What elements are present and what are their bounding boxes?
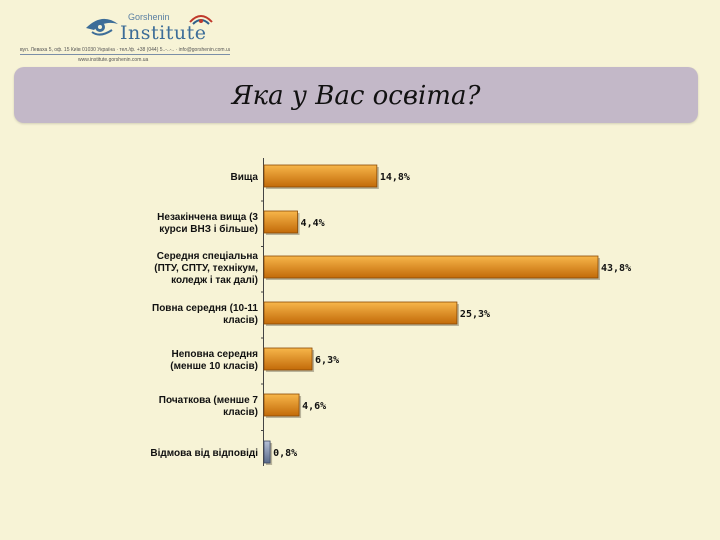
- logo-name: Gorshenin: [128, 12, 170, 22]
- value-label-4: 25,3%: [460, 309, 490, 320]
- value-label-6: 4,6%: [302, 401, 326, 412]
- category-label-1: Вища: [231, 172, 259, 183]
- bar-7: [263, 440, 271, 464]
- value-label-7: 0,8%: [273, 448, 297, 459]
- value-label-1: 14,8%: [380, 172, 410, 183]
- bar-6: [263, 393, 300, 417]
- bar-2: [263, 210, 298, 234]
- title-banner: Яка у Вас освіта?: [14, 67, 698, 123]
- bar-5: [263, 347, 313, 371]
- value-label-5: 6,3%: [315, 355, 339, 366]
- bar-4: [263, 301, 458, 325]
- eye-icon: [86, 18, 118, 36]
- category-label-7: Відмова від відповіді: [150, 448, 258, 459]
- category-label-6: Початкова (менше 7 класів): [159, 395, 259, 418]
- website-link[interactable]: www.institute.gorshenin.com.ua: [78, 57, 149, 63]
- partner-logo-icon: [189, 15, 213, 25]
- category-label-2: Незакінчена вища (3 курси ВНЗ і більше): [157, 212, 258, 235]
- bar-3: [263, 255, 599, 279]
- value-label-2: 4,4%: [301, 218, 325, 229]
- logo-divider: [20, 54, 230, 55]
- category-label-5: Неповна середня (менше 10 класів): [170, 349, 258, 372]
- gorshenin-logo: Gorshenin Institute вул. Леваха 5, оф. 1…: [20, 8, 230, 68]
- page-title: Яка у Вас освіта?: [231, 81, 481, 111]
- category-label-4: Повна середня (10-11 класів): [152, 303, 258, 326]
- address-line: вул. Леваха 5, оф. 15 Київ 01030 Україна…: [20, 47, 230, 53]
- logo-institute: Institute: [120, 22, 207, 44]
- category-label-3: Середня спеціальна (ПТУ, СПТУ, технікум, к…: [154, 251, 258, 286]
- value-label-3: 43,8%: [601, 263, 631, 274]
- bar-1: [263, 164, 378, 188]
